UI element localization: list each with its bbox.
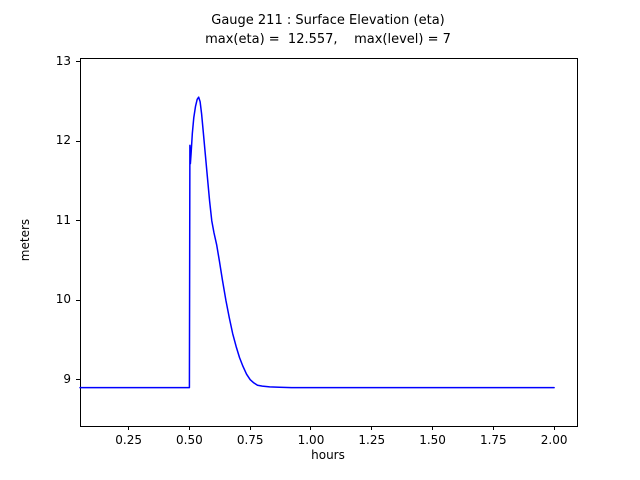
chart-title: Gauge 211 : Surface Elevation (eta) — [211, 13, 445, 28]
x-tick-label: 1.00 — [297, 433, 325, 447]
y-tick-mark — [76, 379, 80, 381]
y-tick-label: 12 — [55, 133, 71, 148]
x-tick-mark — [128, 426, 130, 430]
chart-title-block: Gauge 211 : Surface Elevation (eta) max(… — [80, 11, 576, 49]
x-tick-mark — [188, 426, 190, 430]
x-tick-label: 2.00 — [540, 433, 568, 447]
x-tick-label: 1.25 — [358, 433, 386, 447]
y-tick-mark — [76, 299, 80, 301]
x-tick-mark — [249, 426, 251, 430]
x-tick-mark — [310, 426, 312, 430]
x-tick-mark — [553, 426, 555, 430]
x-tick-label: 0.25 — [115, 433, 142, 447]
plot-line-svg — [79, 96, 555, 389]
x-tick-label: 0.75 — [236, 433, 264, 447]
x-tick-mark — [492, 426, 494, 430]
y-tick-label: 10 — [55, 292, 71, 307]
y-tick-mark — [76, 140, 80, 142]
y-tick-mark — [76, 220, 80, 222]
y-tick-label: 13 — [55, 53, 71, 68]
eta-line — [79, 96, 555, 389]
x-tick-label: 1.75 — [479, 433, 507, 447]
x-axis-label: hours — [311, 448, 345, 462]
x-tick-label: 0.50 — [176, 433, 203, 447]
x-tick-mark — [432, 426, 434, 430]
y-axis-label: meters — [18, 218, 32, 262]
y-tick-mark — [76, 61, 80, 63]
plot-area — [80, 58, 578, 427]
chart-subtitle: max(eta) = 12.557, max(level) = 7 — [205, 32, 451, 47]
y-tick-label: 11 — [55, 212, 71, 227]
x-tick-mark — [371, 426, 373, 430]
y-tick-label: 9 — [63, 371, 71, 386]
x-tick-label: 1.50 — [419, 433, 446, 447]
